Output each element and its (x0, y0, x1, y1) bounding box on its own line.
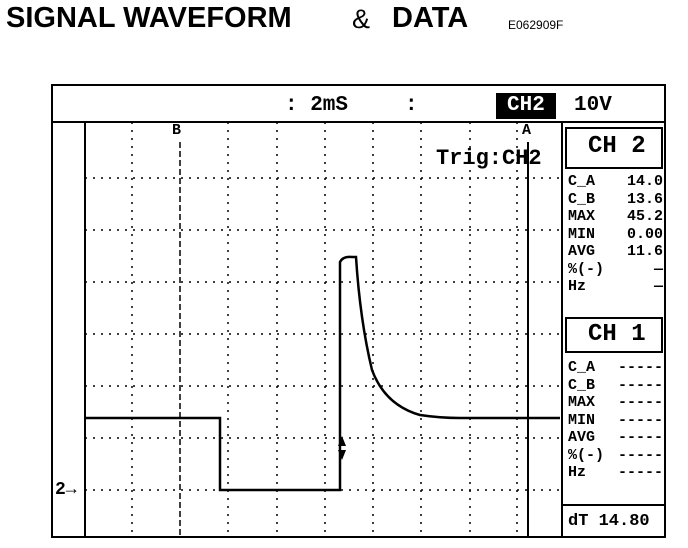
readout-value: ----- (617, 359, 663, 376)
readout-value: ----- (617, 411, 663, 429)
figure-code: E062909F (508, 18, 564, 32)
timebase-sep: : (405, 94, 418, 117)
readout-value: 0.00 (626, 225, 663, 243)
channel: CH2 (507, 94, 545, 117)
readout-label: C_B (568, 376, 596, 394)
title-end: DATA (392, 2, 469, 34)
readout-label: MAX (568, 394, 596, 411)
trigger: Trig:CH2 (436, 146, 542, 171)
ground-marker: 2→ (55, 480, 77, 500)
ampersand: & (352, 4, 371, 34)
ch1-title: CH 1 (588, 321, 646, 348)
readout-label: %(-) (568, 260, 605, 278)
ch2-title: CH 2 (588, 133, 646, 160)
readout-value: ----- (617, 394, 663, 411)
readout-label: C_A (568, 173, 596, 190)
cursor-b: B (172, 122, 182, 139)
readout-value: 11.6 (626, 243, 663, 260)
readout-label: MIN (568, 225, 596, 243)
volts-per-div: 10V (574, 94, 612, 117)
readout-value: ----- (617, 376, 663, 394)
readout-label: %(-) (568, 446, 605, 464)
title: SIGNAL WAVEFORM (6, 2, 292, 34)
readout-value: 13.6 (626, 190, 663, 208)
readout-label: AVG (568, 243, 596, 260)
readout-value: ----- (617, 446, 663, 464)
readout-value: 45.2 (626, 208, 663, 225)
readout-value: ----- (617, 429, 663, 446)
readout-label: Hz (568, 464, 587, 481)
readout-value: — (653, 278, 663, 295)
readout-label: MAX (568, 208, 596, 225)
readout-label: C_B (568, 190, 596, 208)
readout-value: ----- (617, 464, 663, 481)
readout-label: AVG (568, 429, 596, 446)
timebase: : 2mS (285, 94, 349, 117)
readout-label: MIN (568, 411, 596, 429)
readout-value: 14.0 (626, 173, 663, 190)
readout-label: Hz (568, 278, 587, 295)
cursor-a: A (522, 122, 532, 139)
delta-t: dT 14.80 (568, 512, 650, 531)
readout-label: C_A (568, 359, 596, 376)
readout-value: — (653, 260, 663, 278)
